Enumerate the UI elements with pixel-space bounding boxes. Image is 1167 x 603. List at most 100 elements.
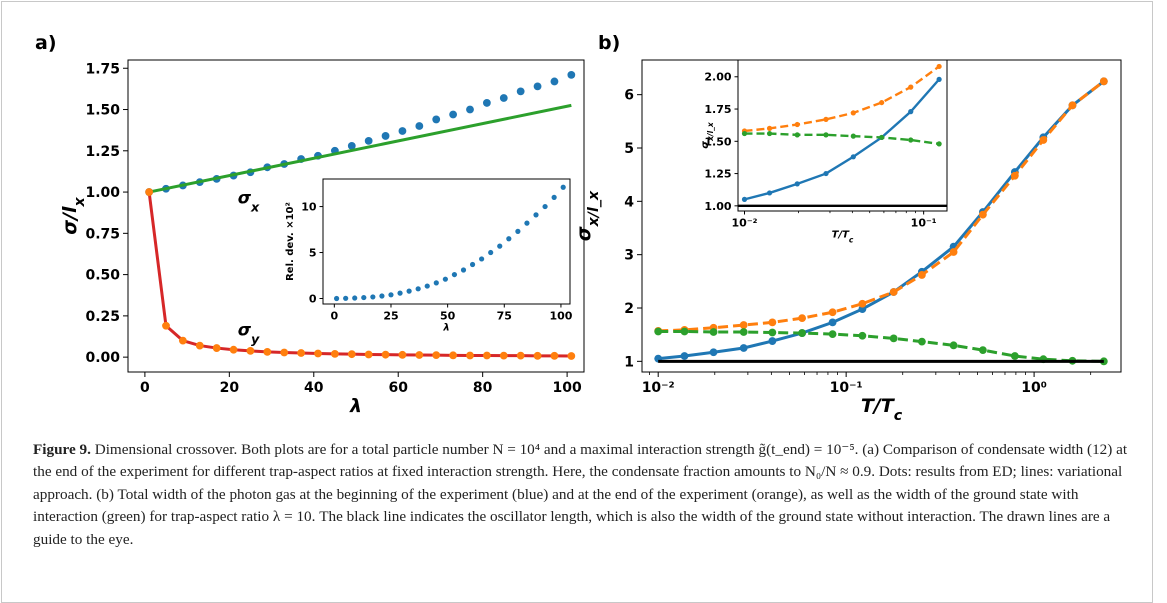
label-subscript: c [849, 235, 854, 244]
data-point-0-18 [449, 110, 458, 119]
data-point-2-12 [1010, 352, 1019, 360]
data-point-2-10 [949, 341, 958, 350]
data-point-3-17 [432, 351, 441, 360]
data-point-1-2 [794, 121, 800, 128]
data-point-1-5 [798, 314, 806, 323]
data-point-3-19 [466, 351, 474, 360]
data-point-3-5 [229, 345, 238, 354]
data-point-0-3 [823, 170, 829, 177]
x-tick-label: 10⁻² [642, 380, 675, 396]
data-point-1-4 [768, 318, 777, 327]
data-point-2-7 [858, 331, 867, 340]
data-point-0-4 [850, 154, 856, 160]
data-point-0-0 [741, 196, 748, 202]
data-point-1-11 [978, 210, 987, 219]
data-point-3-24 [550, 351, 559, 360]
data-point-1-1 [766, 125, 773, 131]
data-point-0-20 [515, 228, 521, 234]
x-tick-label: 10⁰ [1021, 380, 1047, 396]
data-point-0-21 [524, 220, 530, 226]
data-point-0-2 [709, 348, 718, 357]
data-point-2-9 [918, 337, 926, 346]
series-line-0 [744, 78, 941, 201]
label-main: σ [238, 189, 252, 209]
data-point-0-12 [347, 141, 356, 150]
label-subscript: x [72, 196, 88, 207]
y-tick-label: 1.75 [85, 61, 120, 77]
series-line-0 [658, 80, 1105, 361]
data-point-3-25 [567, 352, 576, 360]
y-tick-label: 0.50 [85, 268, 120, 284]
data-point-2-3 [739, 328, 748, 336]
data-point-1-4 [850, 110, 856, 116]
data-point-0-17 [488, 249, 494, 256]
data-point-0-22 [516, 87, 525, 96]
axes-frame [737, 59, 948, 212]
data-point-0-18 [497, 243, 503, 249]
data-point-2-8 [889, 334, 898, 343]
data-point-3-12 [347, 350, 356, 359]
y-axis-label: σ/lx [59, 196, 88, 234]
label-main: σ/l [59, 206, 81, 235]
data-point-0-0 [334, 295, 340, 302]
data-point-0-15 [469, 261, 476, 268]
data-point-0-25 [560, 184, 566, 190]
data-point-0-11 [433, 280, 439, 286]
data-point-1-12 [1010, 171, 1019, 180]
data-point-2-0 [654, 327, 663, 336]
data-point-0-3 [361, 294, 367, 301]
data-point-2-5 [879, 134, 885, 141]
label-subscript: c [894, 408, 903, 424]
y-tick-label: 1.00 [85, 185, 120, 201]
x-tick-label: 100 [552, 380, 581, 396]
y-tick-label: 2 [624, 301, 634, 317]
plot-background [323, 179, 570, 304]
data-point-0-10 [424, 283, 430, 289]
data-point-1-8 [889, 288, 898, 296]
x-tick-label: 20 [220, 380, 240, 396]
x-tick-label: 10⁻¹ [911, 217, 937, 230]
y-tick-label: 5 [309, 246, 317, 259]
data-point-1-3 [823, 116, 829, 122]
axes-frame [127, 59, 585, 373]
data-point-3-4 [212, 344, 221, 352]
y-tick-label: 5 [624, 141, 634, 157]
data-point-2-4 [768, 328, 777, 337]
data-point-0-24 [551, 194, 557, 200]
data-point-3-16 [415, 351, 424, 359]
data-point-2-5 [798, 329, 806, 337]
figure-caption: Figure 9. Dimensional crossover. Both pl… [33, 439, 1138, 551]
data-point-0-17 [432, 115, 441, 124]
data-point-1-9 [918, 271, 926, 279]
data-point-1-3 [739, 321, 748, 329]
label-subscript: x [250, 200, 260, 215]
data-point-0-23 [533, 82, 542, 91]
y-tick-label: 1.25 [704, 168, 731, 181]
data-point-0-2 [794, 181, 800, 187]
data-point-2-7 [936, 141, 942, 147]
series-line-1 [148, 103, 572, 194]
data-point-0-16 [415, 122, 424, 130]
x-axis-label: λ [442, 323, 449, 334]
y-axis-label: Rel. dev. ×10² [285, 202, 296, 281]
data-point-0-2 [352, 295, 358, 301]
x-tick-label: 75 [497, 310, 512, 323]
data-point-3-23 [533, 351, 542, 360]
axes-frame [322, 178, 571, 305]
data-point-2-6 [908, 137, 914, 143]
x-axis-label: λ [349, 395, 362, 417]
data-point-3-14 [381, 350, 390, 359]
data-point-3-8 [280, 348, 289, 357]
data-point-3-20 [482, 351, 491, 360]
y-tick-label: 0.25 [85, 309, 120, 325]
y-tick-label: 3 [624, 248, 634, 264]
data-point-2-3 [823, 132, 829, 138]
y-tick-label: 1.50 [704, 135, 731, 148]
data-point-2-2 [794, 132, 800, 138]
data-point-0-23 [542, 203, 548, 210]
data-point-0-4 [768, 337, 777, 345]
data-point-3-7 [263, 347, 272, 356]
x-tick-label: 100 [549, 310, 572, 323]
y-axis-label: σx/l_x [573, 190, 602, 241]
